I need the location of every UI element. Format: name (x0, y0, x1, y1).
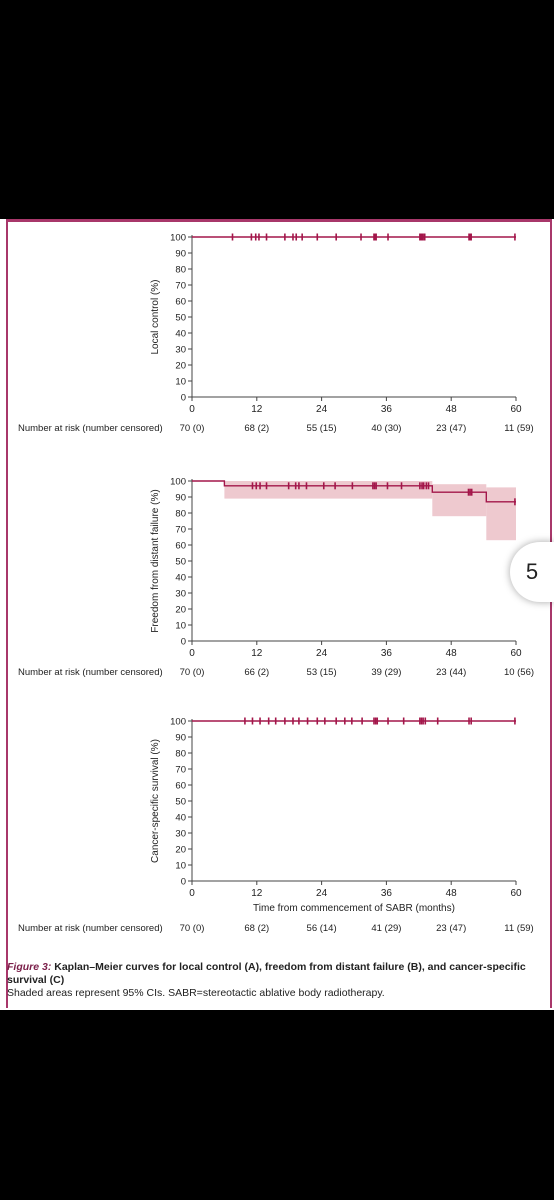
x-tick-label: 0 (189, 648, 195, 659)
y-tick-label: 100 (170, 717, 186, 728)
at-risk-value: 41 (29) (371, 923, 401, 934)
at-risk-value: 70 (0) (180, 423, 205, 434)
caption-note: Shaded areas represent 95% CIs. SABR=ste… (7, 987, 385, 999)
page-number-button[interactable]: 5 (510, 542, 554, 602)
x-tick-label: 0 (189, 888, 195, 899)
x-axis-label: Time from commencement of SABR (months) (253, 903, 455, 914)
figure-page: 0 10 20 30 40 50 60 70 80 90 100 0 12 24 36 48 60 Local c… (0, 219, 554, 1010)
at-risk-value: 23 (44) (436, 667, 466, 678)
y-tick-label: 20 (175, 845, 186, 856)
y-tick-label: 20 (175, 361, 186, 372)
ci-band (486, 487, 516, 541)
at-risk-value: 10 (56) (504, 667, 534, 678)
y-tick-label: 100 (170, 233, 186, 244)
figure-caption: Figure 3: Kaplan–Meier curves for local … (7, 961, 547, 1000)
y-tick-label: 30 (175, 345, 186, 356)
x-tick-label: 24 (316, 404, 328, 415)
y-tick-label: 10 (175, 377, 186, 388)
y-tick-label: 60 (175, 297, 186, 308)
y-tick-label: 0 (181, 393, 186, 404)
y-tick-label: 30 (175, 829, 186, 840)
caption-title: Kaplan–Meier curves for local control (A… (7, 961, 526, 986)
y-tick-label: 80 (175, 509, 186, 520)
page-number-label: 5 (525, 559, 539, 584)
at-risk-value: 39 (29) (371, 667, 401, 678)
at-risk-value: 53 (15) (307, 667, 337, 678)
y-tick-label: 70 (175, 525, 186, 536)
x-tick-label: 36 (381, 404, 393, 415)
at-risk-value: 70 (0) (180, 923, 205, 934)
y-tick-label: 70 (175, 765, 186, 776)
x-tick-label: 36 (381, 888, 393, 899)
at-risk-value: 11 (59) (504, 423, 533, 434)
x-tick-label: 48 (446, 404, 458, 415)
at-risk-value: 55 (15) (307, 423, 337, 434)
y-tick-label: 30 (175, 589, 186, 600)
at-risk-value: 40 (30) (371, 423, 401, 434)
x-tick-label: 0 (189, 404, 195, 415)
y-axis-label: Freedom from distant failure (%) (150, 489, 161, 632)
x-tick-label: 24 (316, 648, 328, 659)
figure-frame (6, 219, 552, 1008)
at-risk-value: 23 (47) (436, 423, 466, 434)
y-tick-label: 90 (175, 249, 186, 260)
x-tick-label: 60 (510, 888, 522, 899)
at-risk-value: 23 (47) (436, 923, 466, 934)
at-risk-label: Number at risk (number censored) (18, 667, 163, 678)
at-risk-label: Number at risk (number censored) (18, 923, 163, 934)
x-tick-label: 24 (316, 888, 328, 899)
y-tick-label: 60 (175, 781, 186, 792)
y-tick-label: 0 (181, 637, 186, 648)
at-risk-value: 11 (59) (504, 923, 533, 934)
x-tick-label: 60 (510, 648, 522, 659)
x-tick-label: 60 (510, 404, 522, 415)
y-tick-label: 60 (175, 541, 186, 552)
y-tick-label: 50 (175, 797, 186, 808)
y-tick-label: 40 (175, 573, 186, 584)
y-tick-label: 80 (175, 749, 186, 760)
at-risk-value: 68 (2) (244, 923, 269, 934)
caption-label: Figure 3: (7, 961, 52, 973)
y-tick-label: 80 (175, 265, 186, 276)
y-tick-label: 10 (175, 861, 186, 872)
y-tick-label: 70 (175, 281, 186, 292)
y-tick-label: 90 (175, 733, 186, 744)
y-tick-label: 50 (175, 313, 186, 324)
x-tick-label: 48 (446, 648, 458, 659)
y-tick-label: 100 (170, 477, 186, 488)
ci-band (432, 484, 487, 517)
y-axis-label: Cancer-specific survival (%) (150, 739, 161, 863)
y-tick-label: 50 (175, 557, 186, 568)
at-risk-value: 66 (2) (244, 667, 269, 678)
x-tick-label: 12 (251, 648, 263, 659)
y-tick-label: 40 (175, 813, 186, 824)
x-tick-label: 12 (251, 404, 263, 415)
y-axis-label: Local control (%) (150, 279, 161, 354)
y-tick-label: 0 (181, 877, 186, 888)
at-risk-value: 56 (14) (307, 923, 337, 934)
y-tick-label: 40 (175, 329, 186, 340)
x-tick-label: 12 (251, 888, 263, 899)
y-tick-label: 10 (175, 621, 186, 632)
at-risk-label: Number at risk (number censored) (18, 423, 163, 434)
at-risk-value: 70 (0) (180, 667, 205, 678)
survival-curve (192, 480, 516, 503)
y-tick-label: 90 (175, 493, 186, 504)
y-tick-label: 20 (175, 605, 186, 616)
at-risk-value: 68 (2) (244, 423, 269, 434)
x-tick-label: 36 (381, 648, 393, 659)
x-tick-label: 48 (446, 888, 458, 899)
